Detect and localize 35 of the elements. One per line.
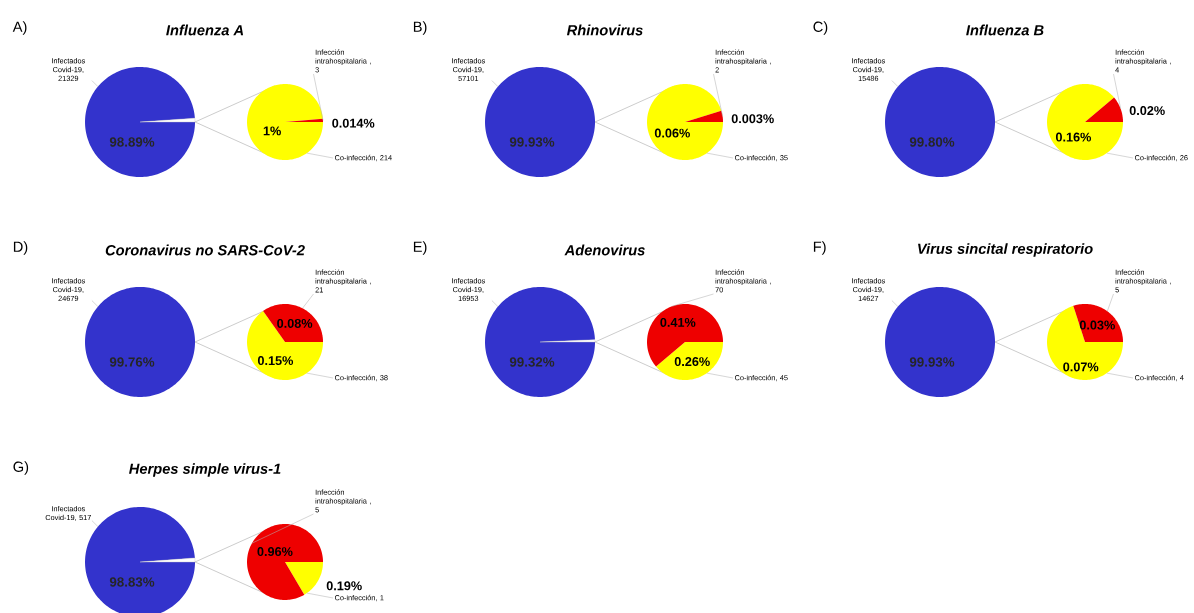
data-label: 99.32%: [509, 357, 555, 367]
text: G): [13, 461, 29, 475]
data-label: 99.93%: [509, 137, 555, 147]
data-label: 0.014%: [332, 118, 375, 128]
text: D): [13, 241, 28, 255]
chart-title: Influenza B: [966, 24, 1044, 36]
text: B): [413, 21, 427, 35]
chart-title: Adenovirus: [564, 244, 645, 256]
data-label: 1%: [263, 126, 281, 136]
chart-title: Influenza A: [166, 24, 244, 36]
data-label: 0.26%: [674, 357, 710, 367]
text: E): [413, 241, 427, 255]
data-label: 0.41%: [660, 317, 696, 327]
data-label: 0.02%: [1129, 106, 1165, 116]
data-label: 0.19%: [326, 581, 362, 591]
text: A): [12, 21, 27, 35]
data-label: 99.93%: [909, 357, 955, 367]
data-label: 0.06%: [654, 128, 690, 138]
chart-title: Rhinovirus: [566, 24, 643, 36]
data-label: 0.08%: [277, 318, 313, 328]
chart-title: Virus sincital respiratorio: [918, 243, 1093, 257]
data-label: 0.03%: [1079, 320, 1115, 330]
data-label: 0.15%: [257, 356, 294, 366]
text: C): [813, 21, 828, 35]
chart-title: Herpes simple virus-1: [129, 463, 281, 477]
chart-title: Coronavirus no SARS-CoV-2: [105, 244, 305, 256]
data-label: 98.89%: [109, 137, 155, 147]
data-label: 0.96%: [257, 547, 293, 557]
text: F): [813, 241, 826, 255]
data-label: 0.003%: [731, 114, 774, 124]
data-label: 99.80%: [909, 137, 955, 147]
data-label: 0.16%: [1055, 132, 1092, 142]
data-label: 0.07%: [1063, 362, 1099, 372]
data-label: 99.76%: [109, 357, 155, 367]
data-label: 98.83%: [109, 577, 155, 587]
